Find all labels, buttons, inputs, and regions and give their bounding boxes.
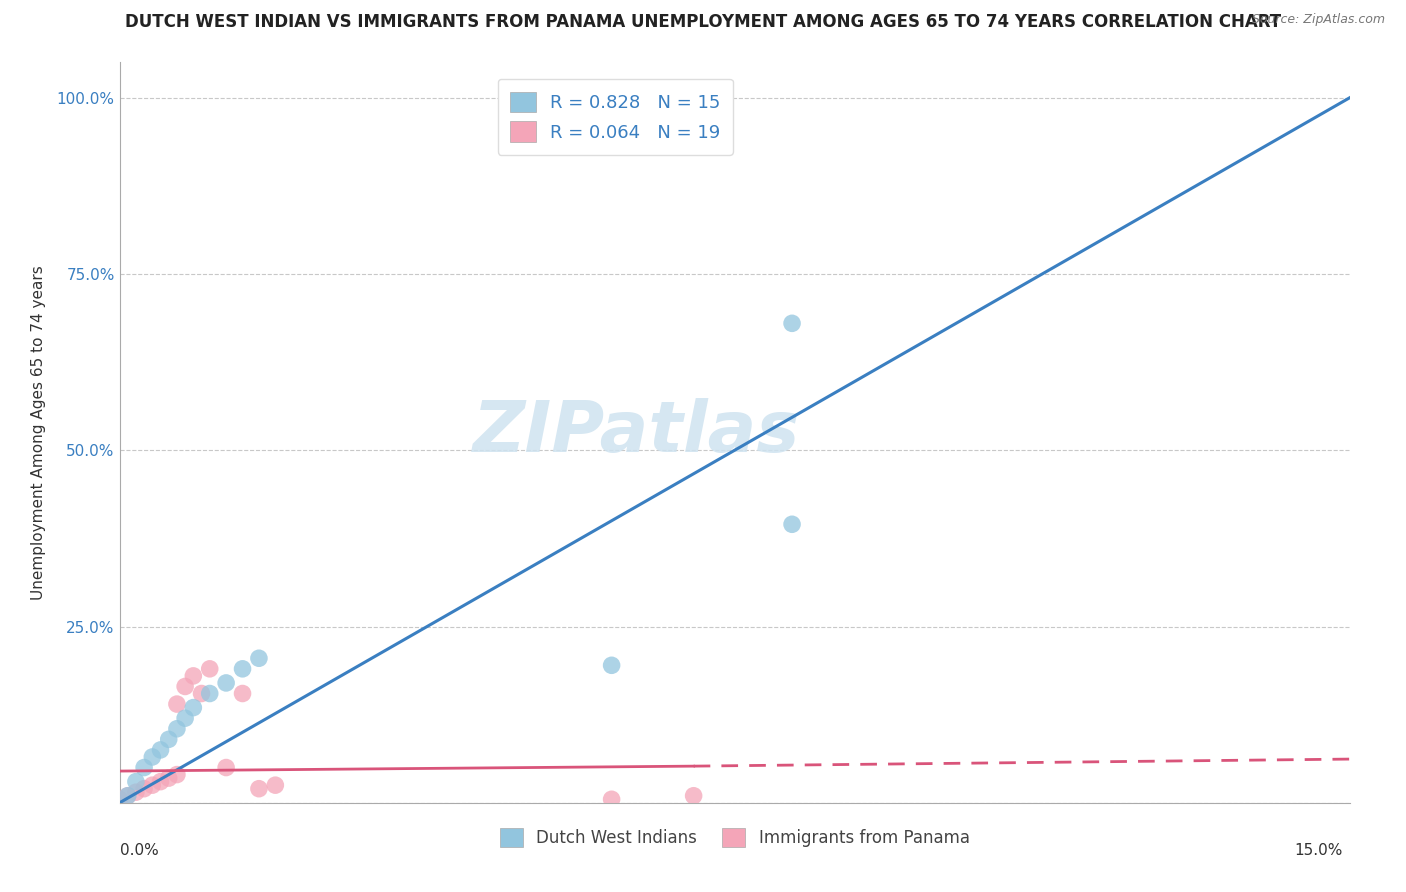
Point xyxy=(141,778,163,792)
Point xyxy=(141,750,163,764)
Point xyxy=(117,789,139,803)
Text: Source: ZipAtlas.com: Source: ZipAtlas.com xyxy=(1251,13,1385,27)
Point xyxy=(125,785,148,799)
Point xyxy=(231,662,254,676)
Text: DUTCH WEST INDIAN VS IMMIGRANTS FROM PANAMA UNEMPLOYMENT AMONG AGES 65 TO 74 YEA: DUTCH WEST INDIAN VS IMMIGRANTS FROM PAN… xyxy=(125,13,1281,31)
Point xyxy=(174,711,197,725)
Point xyxy=(157,771,180,785)
Point xyxy=(780,316,803,330)
Point xyxy=(108,792,131,806)
Legend: Dutch West Indians, Immigrants from Panama: Dutch West Indians, Immigrants from Pana… xyxy=(494,822,976,854)
Point xyxy=(231,686,254,700)
Point xyxy=(215,676,238,690)
Point xyxy=(190,686,212,700)
Point xyxy=(780,517,803,532)
Point xyxy=(166,697,188,711)
Point xyxy=(247,781,270,796)
Point xyxy=(198,662,221,676)
Point xyxy=(682,789,704,803)
Point xyxy=(215,760,238,774)
Point xyxy=(198,686,221,700)
Y-axis label: Unemployment Among Ages 65 to 74 years: Unemployment Among Ages 65 to 74 years xyxy=(31,265,45,600)
Point xyxy=(166,722,188,736)
Point xyxy=(600,792,623,806)
Point xyxy=(149,743,172,757)
Point xyxy=(132,781,156,796)
Text: 0.0%: 0.0% xyxy=(120,843,159,858)
Point xyxy=(117,789,139,803)
Text: ZIPatlas: ZIPatlas xyxy=(472,398,800,467)
Point xyxy=(157,732,180,747)
Point xyxy=(264,778,287,792)
Point xyxy=(125,774,148,789)
Point xyxy=(183,669,205,683)
Point xyxy=(132,760,156,774)
Point xyxy=(183,700,205,714)
Point xyxy=(166,767,188,781)
Text: 15.0%: 15.0% xyxy=(1295,843,1343,858)
Point xyxy=(247,651,270,665)
Point xyxy=(600,658,623,673)
Point xyxy=(149,774,172,789)
Point xyxy=(174,680,197,694)
